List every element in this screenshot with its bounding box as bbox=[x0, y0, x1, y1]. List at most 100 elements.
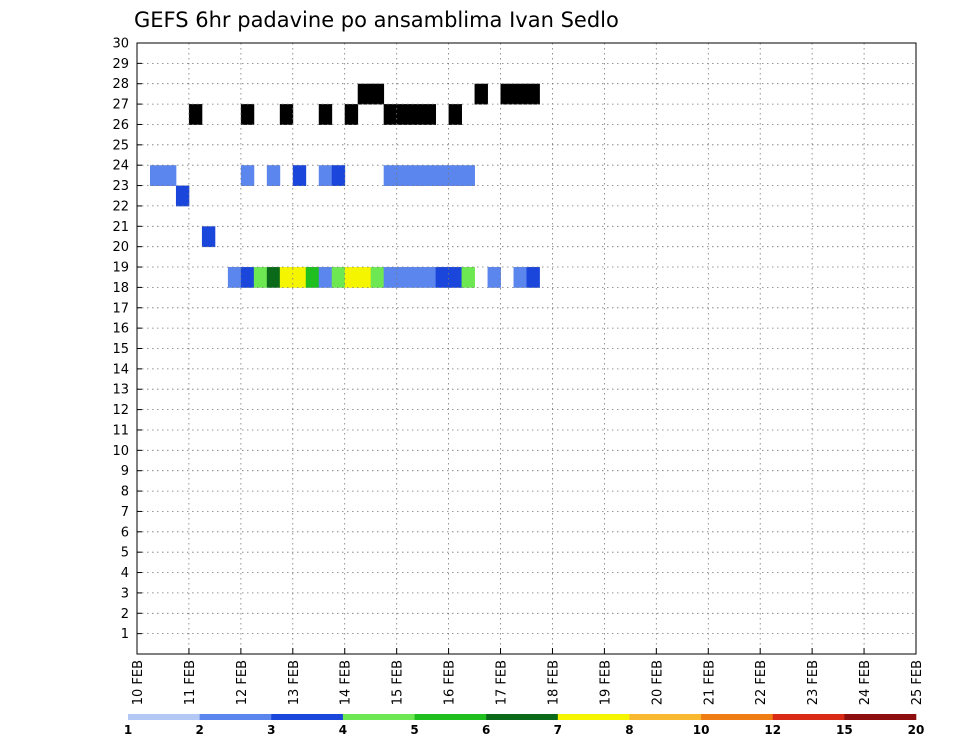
y-tick-label: 10 bbox=[112, 444, 129, 459]
heatmap-cell bbox=[448, 267, 462, 288]
heatmap-cell bbox=[201, 226, 216, 248]
y-tick-label: 29 bbox=[112, 57, 129, 72]
x-tick-label: 18 FEB bbox=[547, 660, 562, 705]
y-tick-label: 27 bbox=[112, 98, 129, 113]
heatmap-cell bbox=[318, 104, 333, 125]
heatmap-cell bbox=[175, 185, 190, 207]
heatmap-cell bbox=[396, 104, 411, 125]
colorbar-label: 2 bbox=[195, 723, 203, 737]
x-tick-label: 20 FEB bbox=[650, 660, 665, 705]
y-tick-label: 15 bbox=[112, 342, 129, 357]
y-tick-label: 7 bbox=[121, 505, 129, 520]
colorbar-segment bbox=[128, 714, 200, 720]
heatmap-cell bbox=[344, 104, 359, 125]
y-tick-label: 21 bbox=[112, 220, 129, 235]
x-tick-label: 13 FEB bbox=[287, 660, 302, 705]
heatmap-cell bbox=[461, 165, 475, 186]
heatmap-cell bbox=[370, 83, 385, 105]
y-tick-label: 24 bbox=[112, 159, 129, 174]
y-tick-label: 25 bbox=[112, 138, 129, 153]
colorbar-label: 10 bbox=[693, 723, 710, 737]
y-tick-label: 23 bbox=[112, 179, 129, 194]
heatmap-cell bbox=[188, 104, 203, 125]
x-tick-label: 25 FEB bbox=[910, 660, 925, 705]
heatmap-cell bbox=[357, 267, 372, 288]
heatmap-cell bbox=[292, 165, 307, 186]
cells-layer bbox=[149, 83, 540, 288]
y-tick-label: 26 bbox=[112, 118, 129, 133]
heatmap-cell bbox=[526, 267, 540, 288]
colorbar-segment bbox=[342, 714, 415, 720]
heatmap-cell bbox=[383, 104, 398, 125]
y-tick-label: 2 bbox=[121, 607, 129, 622]
heatmap-cell bbox=[435, 165, 449, 186]
x-tick-label: 23 FEB bbox=[806, 660, 821, 705]
colorbar-segment bbox=[271, 714, 344, 720]
x-tick-label: 10 FEB bbox=[131, 660, 146, 705]
colorbar-label: 12 bbox=[764, 723, 781, 737]
y-tick-label: 30 bbox=[112, 37, 129, 52]
colorbar-label: 6 bbox=[482, 723, 490, 737]
x-tick-label: 11 FEB bbox=[183, 660, 198, 705]
heatmap-cell bbox=[240, 165, 255, 186]
colorbar-label: 20 bbox=[908, 723, 925, 737]
heatmap-cell bbox=[448, 165, 462, 186]
y-tick-label: 16 bbox=[112, 322, 129, 337]
y-tick-label: 14 bbox=[112, 362, 129, 377]
heatmap-cell bbox=[240, 104, 255, 125]
y-tick-label: 18 bbox=[112, 281, 129, 296]
y-tick-label: 13 bbox=[112, 383, 129, 398]
heatmap-cell bbox=[266, 267, 281, 288]
colorbar: 1 2 3 4 5 6 7 8 10 12 15 20 bbox=[124, 714, 925, 737]
colorbar-segment bbox=[199, 714, 272, 720]
y-tick-label: 17 bbox=[112, 301, 129, 316]
heatmap-cell bbox=[487, 267, 501, 288]
heatmap-cell bbox=[435, 267, 449, 288]
x-tick-label: 22 FEB bbox=[754, 660, 769, 705]
heatmap-cell bbox=[331, 267, 346, 288]
heatmap-cell bbox=[461, 267, 475, 288]
colorbar-label: 5 bbox=[410, 723, 418, 737]
colorbar-segment bbox=[557, 714, 630, 720]
heatmap-cell bbox=[422, 104, 437, 125]
heatmap-cell bbox=[448, 104, 462, 125]
heatmap-cell bbox=[409, 267, 424, 288]
y-tick-label: 28 bbox=[112, 77, 129, 92]
y-tick-label: 9 bbox=[121, 464, 129, 479]
x-tick-label: 15 FEB bbox=[391, 660, 406, 705]
heatmap-cell bbox=[422, 267, 437, 288]
colorbar-segment bbox=[701, 714, 774, 720]
heatmap-cell bbox=[526, 83, 540, 105]
colorbar-segment bbox=[486, 714, 559, 720]
y-tick-label: 8 bbox=[121, 485, 129, 500]
heatmap-cell bbox=[240, 267, 255, 288]
heatmap-cell bbox=[331, 165, 346, 186]
heatmap-cell bbox=[383, 267, 398, 288]
heatmap-cell bbox=[513, 267, 527, 288]
y-tick-label: 5 bbox=[121, 546, 129, 561]
x-tick-label: 12 FEB bbox=[235, 660, 250, 705]
heatmap-cell bbox=[370, 267, 385, 288]
y-tick-label: 20 bbox=[112, 240, 129, 255]
y-tick-label: 19 bbox=[112, 261, 129, 276]
heatmap-cell bbox=[162, 165, 177, 186]
colorbar-label: 8 bbox=[625, 723, 633, 737]
heatmap-cell bbox=[396, 267, 411, 288]
colorbar-segment bbox=[772, 714, 845, 720]
colorbar-label: 15 bbox=[836, 723, 853, 737]
x-tick-label: 24 FEB bbox=[858, 660, 873, 705]
y-tick-label: 6 bbox=[121, 525, 129, 540]
colorbar-segment bbox=[629, 714, 702, 720]
y-tick-label: 22 bbox=[112, 199, 129, 214]
y-tick-label: 11 bbox=[112, 423, 129, 438]
heatmap-cell bbox=[318, 165, 333, 186]
plot-frame bbox=[136, 42, 917, 655]
x-tick-label: 16 FEB bbox=[443, 660, 458, 705]
y-tick-label: 12 bbox=[112, 403, 129, 418]
y-tick-label: 1 bbox=[121, 627, 129, 642]
heatmap-cell bbox=[227, 267, 242, 288]
x-tick-label: 19 FEB bbox=[598, 660, 613, 705]
colorbar-segment bbox=[414, 714, 487, 720]
heatmap-cell bbox=[396, 165, 411, 186]
